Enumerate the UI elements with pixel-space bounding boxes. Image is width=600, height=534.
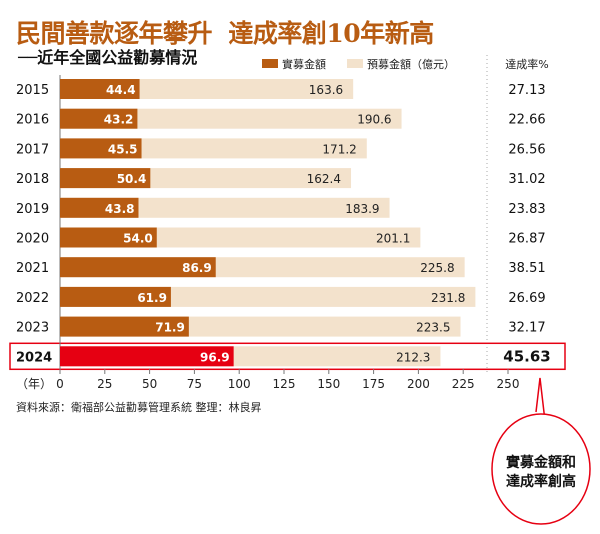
x-tick-label: 225 [452,377,475,391]
rate-value: 26.87 [508,232,545,247]
bar-target [60,197,390,218]
data-label-target: 163.6 [309,83,343,97]
callout-pointer [535,377,546,422]
data-label-actual: 44.4 [106,83,136,97]
bar-actual [60,346,234,367]
data-label-target: 223.5 [416,321,450,335]
data-label-actual: 43.2 [104,113,134,127]
rate-value: 23.83 [508,202,545,217]
category-label: 2023 [16,321,49,336]
bar-actual [60,108,138,129]
x-tick-label: 100 [228,377,251,391]
chart-title: 民間善款逐年攀升 達成率創10年新高 [16,19,434,48]
rate-value: 31.02 [508,172,545,187]
bar-actual [60,168,151,189]
data-label-actual: 71.9 [155,321,185,335]
legend-swatch-actual [262,59,278,68]
category-label: 2018 [16,172,49,187]
category-label: 2024 [16,350,52,365]
data-label-target: 212.3 [396,350,430,364]
rate-value: 26.56 [508,142,545,157]
category-label: 2020 [16,232,49,247]
x-tick-label: 125 [273,377,296,391]
bar-actual [60,316,189,337]
category-label: 2016 [16,113,49,128]
x-tick-label: 175 [362,377,385,391]
bar-actual [60,138,142,159]
rate-header: 達成率% [505,57,548,71]
data-label-target: 225.8 [420,261,454,275]
callout-bubble [491,413,591,525]
legend-label-target: 預募金額（億元） [367,57,455,71]
category-label: 2015 [16,83,49,98]
x-axis-label: （年） [16,377,52,391]
category-label: 2017 [16,142,49,157]
callout-text: 達成率創高 [506,473,576,490]
bar-actual [60,79,140,99]
data-label-actual: 43.8 [105,202,135,216]
x-tick-label: 50 [142,377,157,391]
data-label-target: 190.6 [357,113,391,127]
data-label-actual: 45.5 [108,142,138,156]
bar-actual [60,257,216,278]
category-label: 2021 [16,261,49,276]
bar-actual [60,227,157,248]
source-note: 資料來源：衛福部公益勸募管理系統 整理：林良昇 [16,400,262,414]
x-tick-label: 25 [97,377,112,391]
data-label-actual: 50.4 [117,172,147,186]
bar-actual [60,197,139,218]
rate-value: 32.17 [508,321,545,336]
legend-label-actual: 實募金額 [282,57,326,71]
highlight-box [9,342,566,371]
data-label-actual: 61.9 [137,291,167,305]
x-tick-label: 75 [187,377,202,391]
rate-value: 26.69 [508,291,545,306]
bar-target [60,108,402,129]
bar-actual [60,286,171,307]
data-label-target: 162.4 [307,172,341,186]
x-tick-label: 0 [56,377,64,391]
data-label-actual: 86.9 [182,261,212,275]
data-label-target: 201.1 [376,232,410,246]
category-label: 2022 [16,291,49,306]
x-tick-label: 200 [407,377,430,391]
legend-swatch-target [347,59,363,68]
data-label-target: 231.8 [431,291,465,305]
x-tick-label: 150 [317,377,340,391]
data-label-target: 171.2 [322,142,356,156]
rate-value: 45.63 [503,347,550,365]
chart-subtitle: ──近年全國公益勸募情況 [18,48,198,67]
rate-value: 27.13 [508,83,545,98]
category-label: 2019 [16,202,49,217]
data-label-actual: 96.9 [200,350,230,364]
rate-value: 38.51 [508,261,545,276]
data-label-actual: 54.0 [123,232,153,246]
rate-value: 22.66 [508,113,545,128]
x-tick-label: 250 [497,377,520,391]
data-label-target: 183.9 [345,202,379,216]
callout-text: 實募金額和 [506,454,576,471]
